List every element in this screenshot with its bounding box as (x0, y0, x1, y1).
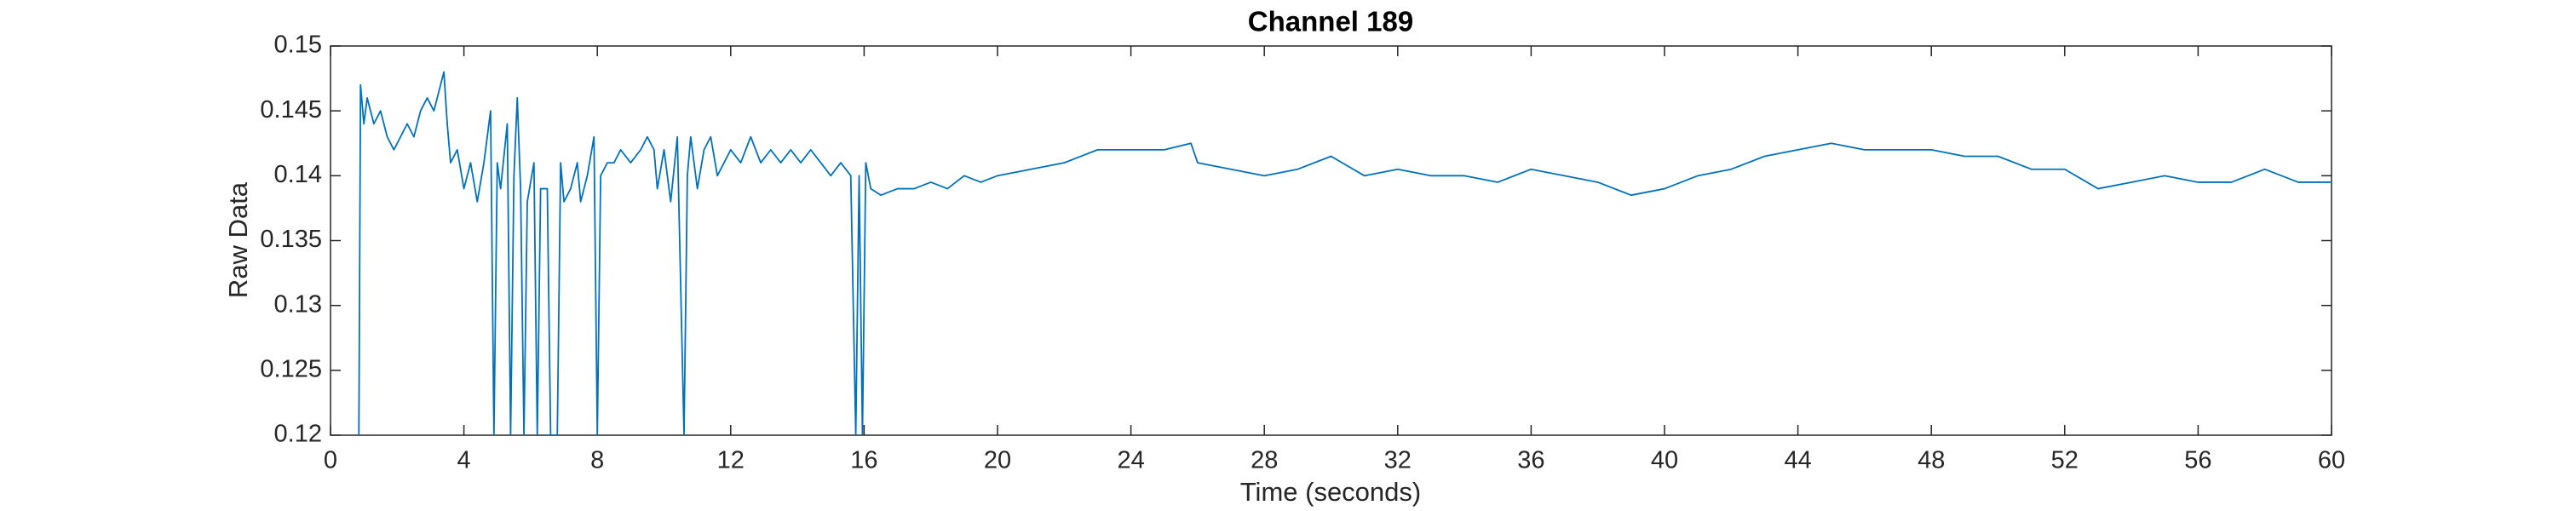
x-tick-label: 12 (717, 447, 745, 474)
x-tick-label: 48 (1918, 447, 1945, 474)
y-axis-label: Raw Data (223, 181, 253, 298)
y-tick-label: 0.13 (274, 290, 322, 318)
chart-title: Channel 189 (1248, 6, 1413, 37)
data-line (358, 71, 2332, 435)
x-axis-label: Time (seconds) (1240, 477, 1421, 507)
x-tick-label: 24 (1117, 447, 1144, 474)
y-tick-label: 0.125 (260, 355, 322, 382)
x-tick-label: 60 (2318, 447, 2345, 474)
x-tick-label: 36 (1517, 447, 1544, 474)
x-tick-label: 28 (1251, 447, 1278, 474)
x-tick-label: 52 (2051, 447, 2079, 474)
x-tick-label: 40 (1651, 447, 1678, 474)
x-tick-label: 4 (457, 447, 471, 474)
x-tick-label: 20 (984, 447, 1011, 474)
x-tick-label: 0 (324, 447, 337, 474)
x-tick-label: 32 (1384, 447, 1412, 474)
y-tick-label: 0.145 (260, 96, 322, 123)
y-tick-label: 0.14 (274, 161, 322, 188)
y-tick-label: 0.12 (274, 421, 322, 448)
x-tick-label: 44 (1784, 447, 1811, 474)
x-tick-label: 8 (590, 447, 604, 474)
x-tick-label: 56 (2184, 447, 2211, 474)
axes-box (330, 45, 2332, 436)
x-tick-label: 16 (850, 447, 877, 474)
y-tick-label: 0.135 (260, 226, 322, 253)
y-tick-label: 0.15 (274, 32, 322, 59)
